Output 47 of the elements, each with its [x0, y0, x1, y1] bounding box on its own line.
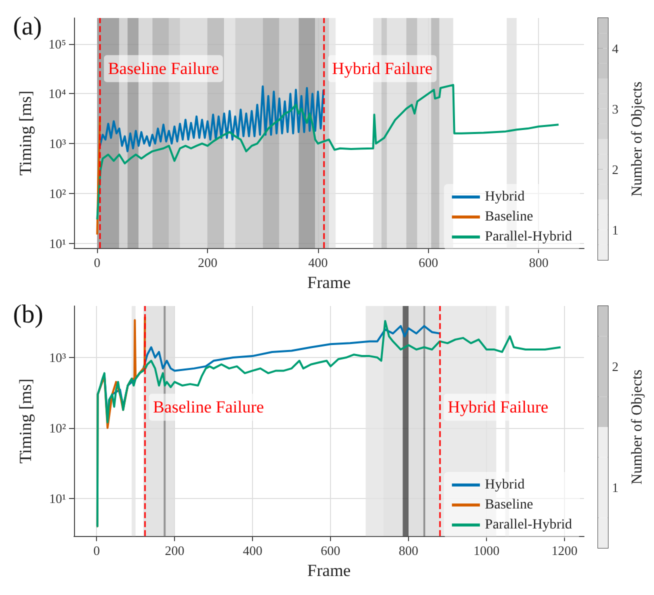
x-axis-title: Frame	[307, 273, 351, 292]
color-bar-label: 2	[612, 359, 618, 374]
x-tick-label: 600	[320, 543, 340, 558]
x-tick-label: 0	[93, 543, 100, 558]
legend-label: Baseline	[484, 498, 534, 512]
x-tick-label: 200	[164, 543, 184, 558]
line-series	[98, 85, 324, 152]
x-tick-label: 800	[528, 255, 548, 270]
y-tick-label: 10⁴	[48, 86, 66, 102]
x-tick-label: 400	[242, 543, 262, 558]
color-bar-title: Number of Objects	[630, 81, 646, 196]
y-tick-label: 10³	[49, 136, 66, 152]
ref-line-label: Baseline Failure	[152, 398, 264, 417]
color-bar-label: 4	[612, 40, 619, 56]
line-series	[96, 84, 560, 220]
y-tick-label: 10²	[49, 420, 66, 436]
x-tick-label: 600	[418, 255, 438, 270]
color-bar-title: Number of Objects	[630, 369, 646, 484]
ref-line-label: Hybrid Failure	[332, 59, 433, 78]
y-tick-label: 10⁵	[48, 36, 66, 52]
y-tick-label: 10²	[49, 186, 66, 201]
y-tick-label: 10¹	[49, 236, 66, 251]
x-tick-label: 400	[308, 255, 328, 270]
x-tick-label: 200	[198, 255, 218, 270]
legend-label: Hybrid	[484, 190, 525, 204]
x-tick-label: 800	[398, 543, 418, 558]
legend-label: Hybrid	[484, 478, 525, 492]
x-tick-label: 1200	[552, 543, 578, 558]
chart-title: (b)	[13, 300, 44, 328]
y-axis-title: Timing [ms]	[16, 90, 35, 176]
x-tick-label: 1000	[474, 543, 500, 558]
y-tick-label: 10¹	[49, 490, 66, 506]
ref-line-label: Hybrid Failure	[448, 398, 548, 417]
x-axis-title: Frame	[307, 561, 351, 580]
y-axis-title: Timing [ms]	[16, 378, 35, 464]
legend-label: Baseline	[484, 210, 534, 224]
y-tick-label: 10³	[49, 350, 66, 366]
color-bar-label: 1	[612, 222, 618, 238]
legend-label: Parallel-Hybrid	[484, 230, 572, 244]
x-tick-label: 0	[94, 255, 100, 270]
color-bar-label: 1	[612, 480, 618, 495]
line-series	[96, 115, 101, 236]
color-bar-label: 3	[612, 101, 618, 116]
chart-title: (a)	[13, 12, 42, 40]
color-bar-label: 2	[612, 162, 618, 177]
legend-label: Parallel-Hybrid	[484, 518, 572, 532]
ref-line-label: Baseline Failure	[108, 59, 219, 78]
